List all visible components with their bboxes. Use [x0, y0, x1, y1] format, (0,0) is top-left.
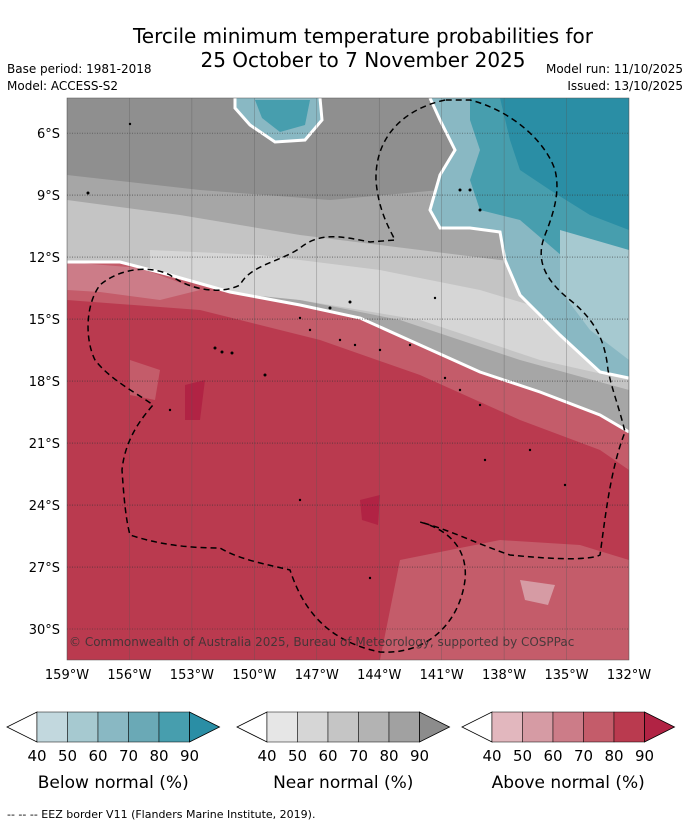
colorbar-tick: 80 — [379, 747, 398, 765]
graticule — [67, 98, 629, 660]
lat-label: 21°S — [29, 437, 60, 452]
map-figure: 159°W 156°W 153°W 150°W 147°W 144°W 141°W 138°W… — [6, 97, 676, 793]
colorbar-left-extend — [236, 711, 268, 743]
lon-label: 156°W — [107, 668, 151, 683]
title-line-1: Tercile minimum temperature probabilitie… — [132, 24, 594, 48]
colorbar-tick: 50 — [513, 747, 532, 765]
map-title: Tercile minimum temperature probabilitie… — [0, 24, 690, 72]
lat-label: 24°S — [29, 499, 60, 514]
colorbar-segment — [388, 711, 420, 743]
colorbar-segment — [491, 711, 523, 743]
lon-label: 144°W — [357, 668, 401, 683]
lon-label: 147°W — [295, 668, 339, 683]
lon-label: 138°W — [482, 668, 526, 683]
colorbar-segment — [36, 711, 68, 743]
colorbar-tick: 60 — [543, 747, 562, 765]
colorbar-tick: 50 — [58, 747, 77, 765]
latitude-labels: 6°S 9°S 12°S 15°S 18°S 21°S 24°S 27°S 30°S — [29, 127, 60, 638]
footer-eez-note: -- -- -- EEZ border V11 (Flanders Marine… — [7, 808, 316, 821]
lon-label: 159°W — [45, 668, 89, 683]
meta-left: Base period: 1981-2018 Model: ACCESS-S2 — [7, 61, 152, 95]
base-period: Base period: 1981-2018 — [7, 62, 152, 76]
colorbar-tick: 80 — [149, 747, 168, 765]
below-normal-90-region — [500, 98, 629, 230]
lat-label: 18°S — [29, 375, 60, 390]
colorbar-tick: 90 — [410, 747, 429, 765]
colorbar-tick: 90 — [635, 747, 654, 765]
colorbar-segment — [327, 711, 359, 743]
colorbar-tick: 60 — [88, 747, 107, 765]
colorbar-right-extend — [189, 711, 221, 743]
colorbar-right-extend — [419, 711, 451, 743]
lat-label: 30°S — [29, 623, 60, 638]
map-frame — [66, 97, 630, 661]
copyright-text: © Commonwealth of Australia 2025, Bureau… — [69, 635, 574, 649]
colorbar-segment — [552, 711, 584, 743]
lon-label: 132°W — [607, 668, 651, 683]
map-panel — [67, 98, 629, 660]
lat-label: 15°S — [29, 313, 60, 328]
colorbars: 40 50 60 70 80 90 Below normal (%) 40 50 60 70 80 90… — [6, 711, 676, 793]
lat-label: 27°S — [29, 561, 60, 576]
colorbar-above: 40 50 60 70 80 90 Above normal (%) — [461, 711, 676, 793]
colorbar-segment — [297, 711, 329, 743]
tercile-boundary-east — [428, 98, 629, 380]
colorbar-label: Above normal (%) — [492, 773, 645, 793]
eez-border — [87, 99, 626, 653]
colorbar-tick: 50 — [288, 747, 307, 765]
colorbar-tick: 60 — [318, 747, 337, 765]
colorbar-segment — [613, 711, 645, 743]
tercile-boundary-south — [67, 260, 629, 434]
tercile-boundary-north — [233, 98, 324, 144]
colorbar-segment — [97, 711, 129, 743]
colorbar-tick: 70 — [574, 747, 593, 765]
above-normal-patch — [520, 580, 555, 605]
model-name: Model: ACCESS-S2 — [7, 79, 119, 93]
colorbar-segment — [67, 711, 99, 743]
lat-label: 9°S — [37, 189, 60, 204]
near-normal-50-region — [150, 250, 629, 380]
lat-label: 12°S — [29, 251, 60, 266]
colorbar-segment — [358, 711, 390, 743]
colorbar-tick: 80 — [604, 747, 623, 765]
colorbar-tick: 90 — [180, 747, 199, 765]
colorbar-segment — [128, 711, 160, 743]
colorbar-segment — [266, 711, 298, 743]
colorbar-tick: 70 — [119, 747, 138, 765]
colorbar-right-extend — [644, 711, 676, 743]
colorbar-left-extend — [461, 711, 493, 743]
above-normal-90-patch — [185, 380, 205, 420]
colorbar-below: 40 50 60 70 80 90 Below normal (%) — [6, 711, 221, 793]
colorbar-segment — [158, 711, 190, 743]
colorbar-tick: 70 — [349, 747, 368, 765]
above-normal-patch-west — [130, 360, 160, 400]
lat-label: 6°S — [37, 127, 60, 142]
model-run: Model run: 11/10/2025 — [545, 62, 683, 76]
lon-label: 141°W — [420, 668, 464, 683]
lon-label: 153°W — [170, 668, 214, 683]
colorbar-near: 40 50 60 70 80 90 Near normal (%) — [236, 711, 451, 793]
colorbar-label: Near normal (%) — [273, 773, 413, 793]
colorbar-label: Below normal (%) — [38, 773, 189, 793]
colorbar-segment — [522, 711, 554, 743]
title-line-2: 25 October to 7 November 2025 — [200, 48, 526, 72]
lon-label: 150°W — [232, 668, 276, 683]
issued-date: Issued: 13/10/2025 — [567, 79, 683, 93]
colorbar-left-extend — [6, 711, 38, 743]
lon-label: 135°W — [544, 668, 588, 683]
meta-right: Model run: 11/10/2025 Issued: 13/10/2025 — [546, 61, 683, 95]
above-normal-90-patch-2 — [360, 495, 380, 525]
colorbar-tick: 40 — [27, 747, 46, 765]
islands — [86, 122, 567, 580]
colorbar-tick: 40 — [257, 747, 276, 765]
below-normal-patch-core — [255, 100, 310, 132]
above-normal-60-region — [67, 262, 200, 300]
longitude-labels: 159°W 156°W 153°W 150°W 147°W 144°W 141°W 138°W… — [45, 668, 651, 683]
colorbar-tick: 40 — [482, 747, 501, 765]
below-normal-50-region — [560, 230, 629, 360]
colorbar-segment — [583, 711, 615, 743]
